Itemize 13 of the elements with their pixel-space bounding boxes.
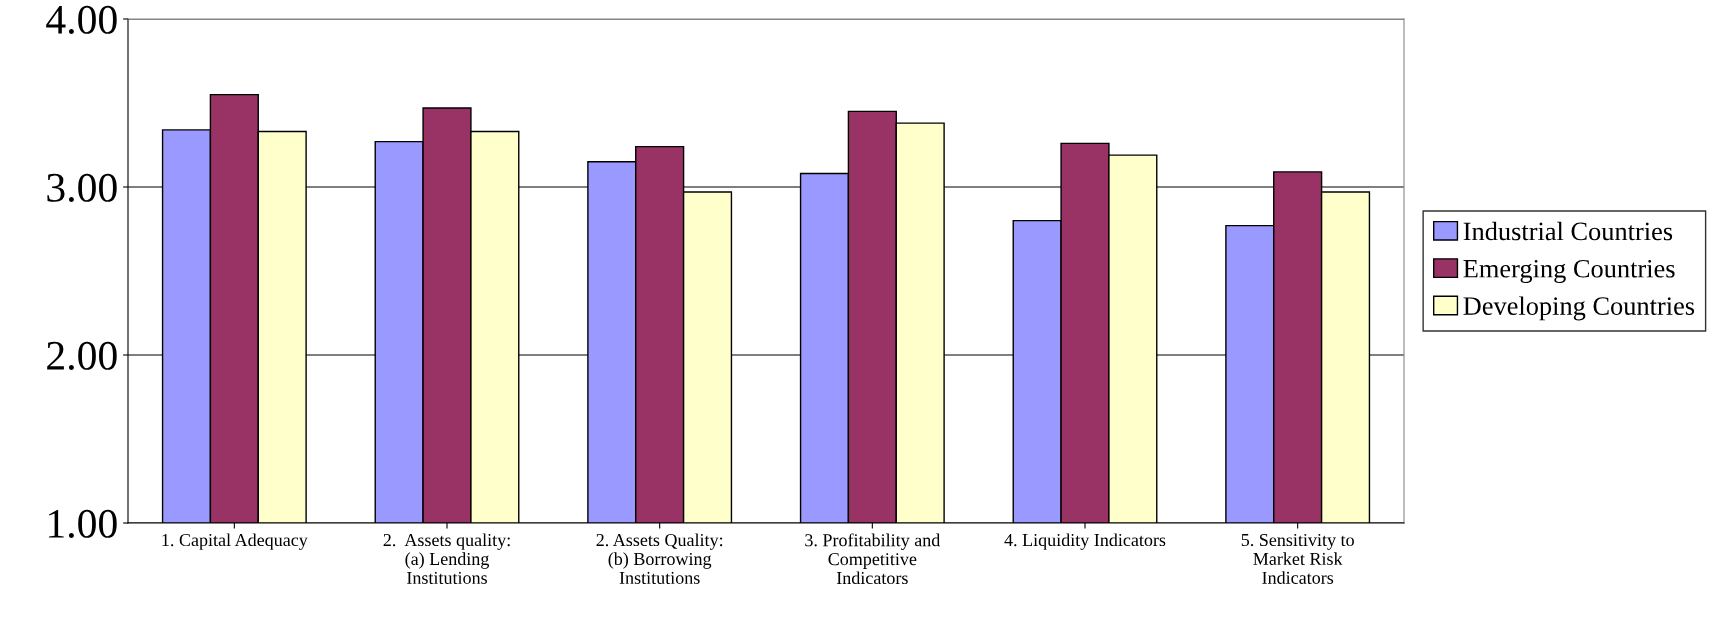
legend-label: Emerging Countries xyxy=(1463,259,1675,284)
y-tick-label: 3.00 xyxy=(47,173,117,203)
x-tick-label: 5. Sensitivity to Market Risk Indicators xyxy=(1241,533,1354,584)
y-tick-label: 1.00 xyxy=(49,509,117,539)
legend-label: Developing Countries xyxy=(1463,296,1695,321)
x-tick-label: 2. Assets quality: (a) Lending Institutions xyxy=(383,533,510,584)
legend-label: Industrial Countries xyxy=(1463,221,1673,241)
x-tick-label: 2. Assets Quality: (b) Borrowing Institutions xyxy=(596,533,723,584)
x-tick-label: 1. Capital Adequacy xyxy=(162,533,308,550)
x-tick-label: 3. Profitability and Competitive Indicators xyxy=(805,533,941,585)
y-tick-label: 2.00 xyxy=(47,341,117,371)
y-tick-label: 4.00 xyxy=(46,5,117,35)
x-tick-label: 4. Liquidity Indicators xyxy=(1004,533,1166,550)
